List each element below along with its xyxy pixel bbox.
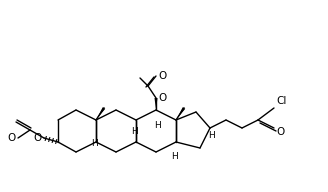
Text: H: H — [171, 152, 177, 161]
Text: Cl: Cl — [276, 96, 286, 106]
Text: H: H — [131, 127, 137, 137]
Text: O: O — [158, 93, 166, 103]
Text: H: H — [91, 139, 97, 148]
Text: O: O — [158, 71, 166, 81]
Text: O: O — [276, 127, 284, 137]
Text: H: H — [208, 132, 215, 141]
Polygon shape — [154, 98, 157, 110]
Text: O: O — [8, 133, 16, 143]
Polygon shape — [96, 107, 105, 120]
Polygon shape — [176, 107, 185, 120]
Text: H: H — [154, 121, 161, 129]
Text: O: O — [34, 133, 42, 143]
